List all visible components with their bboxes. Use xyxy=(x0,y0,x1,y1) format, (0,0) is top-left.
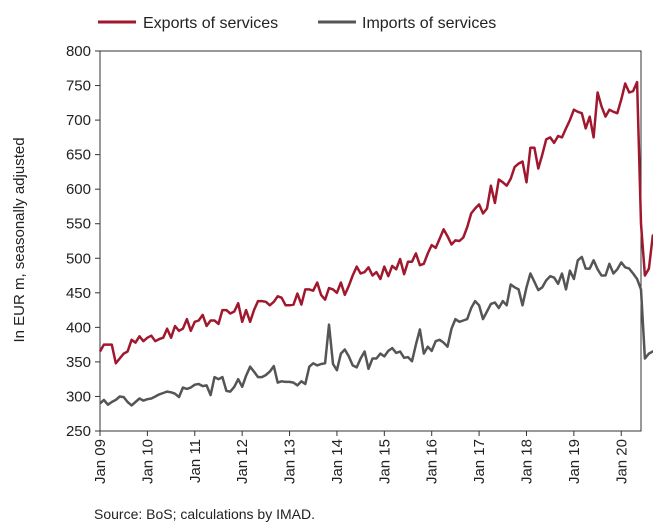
x-tick-label: Jan 17 xyxy=(471,439,488,484)
x-tick-label: Jan 14 xyxy=(329,439,346,484)
y-tick-label: 600 xyxy=(66,181,91,198)
y-tick-label: 700 xyxy=(66,112,91,129)
series-line-imports xyxy=(99,255,653,407)
plot-frame xyxy=(99,50,642,432)
x-tick-label: Jan 18 xyxy=(518,439,535,484)
x-axis: Jan 09 Jan 10 Jan 11 Jan 12 Jan 13 Jan 14 Jan … xyxy=(92,431,630,484)
x-tick-label: Jan 13 xyxy=(282,439,299,484)
x-tick-label: Jan 20 xyxy=(613,439,630,484)
y-tick-label: 500 xyxy=(66,250,91,267)
y-tick-label: 250 xyxy=(66,423,91,440)
x-tick-label: Jan 12 xyxy=(234,439,251,484)
y-tick-label: 650 xyxy=(66,147,91,164)
y-axis: 250 300 350 400 450 500 550 600 650 700 750 800 xyxy=(66,43,100,440)
x-tick-label: Jan 11 xyxy=(187,439,204,483)
series-line-exports xyxy=(98,80,653,365)
y-axis-title: In EUR m, seasonally adjusted xyxy=(11,137,28,342)
y-tick-label: 400 xyxy=(66,319,91,336)
y-tick-label: 450 xyxy=(66,285,91,302)
y-tick-label: 300 xyxy=(66,388,91,405)
x-tick-label: Jan 16 xyxy=(424,439,441,484)
x-tick-label: Jan 15 xyxy=(376,439,393,484)
x-tick-label: Jan 09 xyxy=(92,439,109,484)
y-tick-label: 550 xyxy=(66,216,91,233)
legend: Exports of services Imports of services xyxy=(98,15,496,32)
series-layer xyxy=(98,80,653,407)
legend-label-exports: Exports of services xyxy=(143,15,278,32)
x-tick-label: Jan 19 xyxy=(566,439,583,484)
source-note: Source: BoS; calculations by IMAD. xyxy=(94,506,315,522)
x-tick-label: Jan 10 xyxy=(139,439,156,484)
y-tick-label: 750 xyxy=(66,78,91,95)
y-tick-label: 350 xyxy=(66,354,91,371)
y-tick-label: 800 xyxy=(66,43,91,60)
legend-label-imports: Imports of services xyxy=(362,15,496,32)
